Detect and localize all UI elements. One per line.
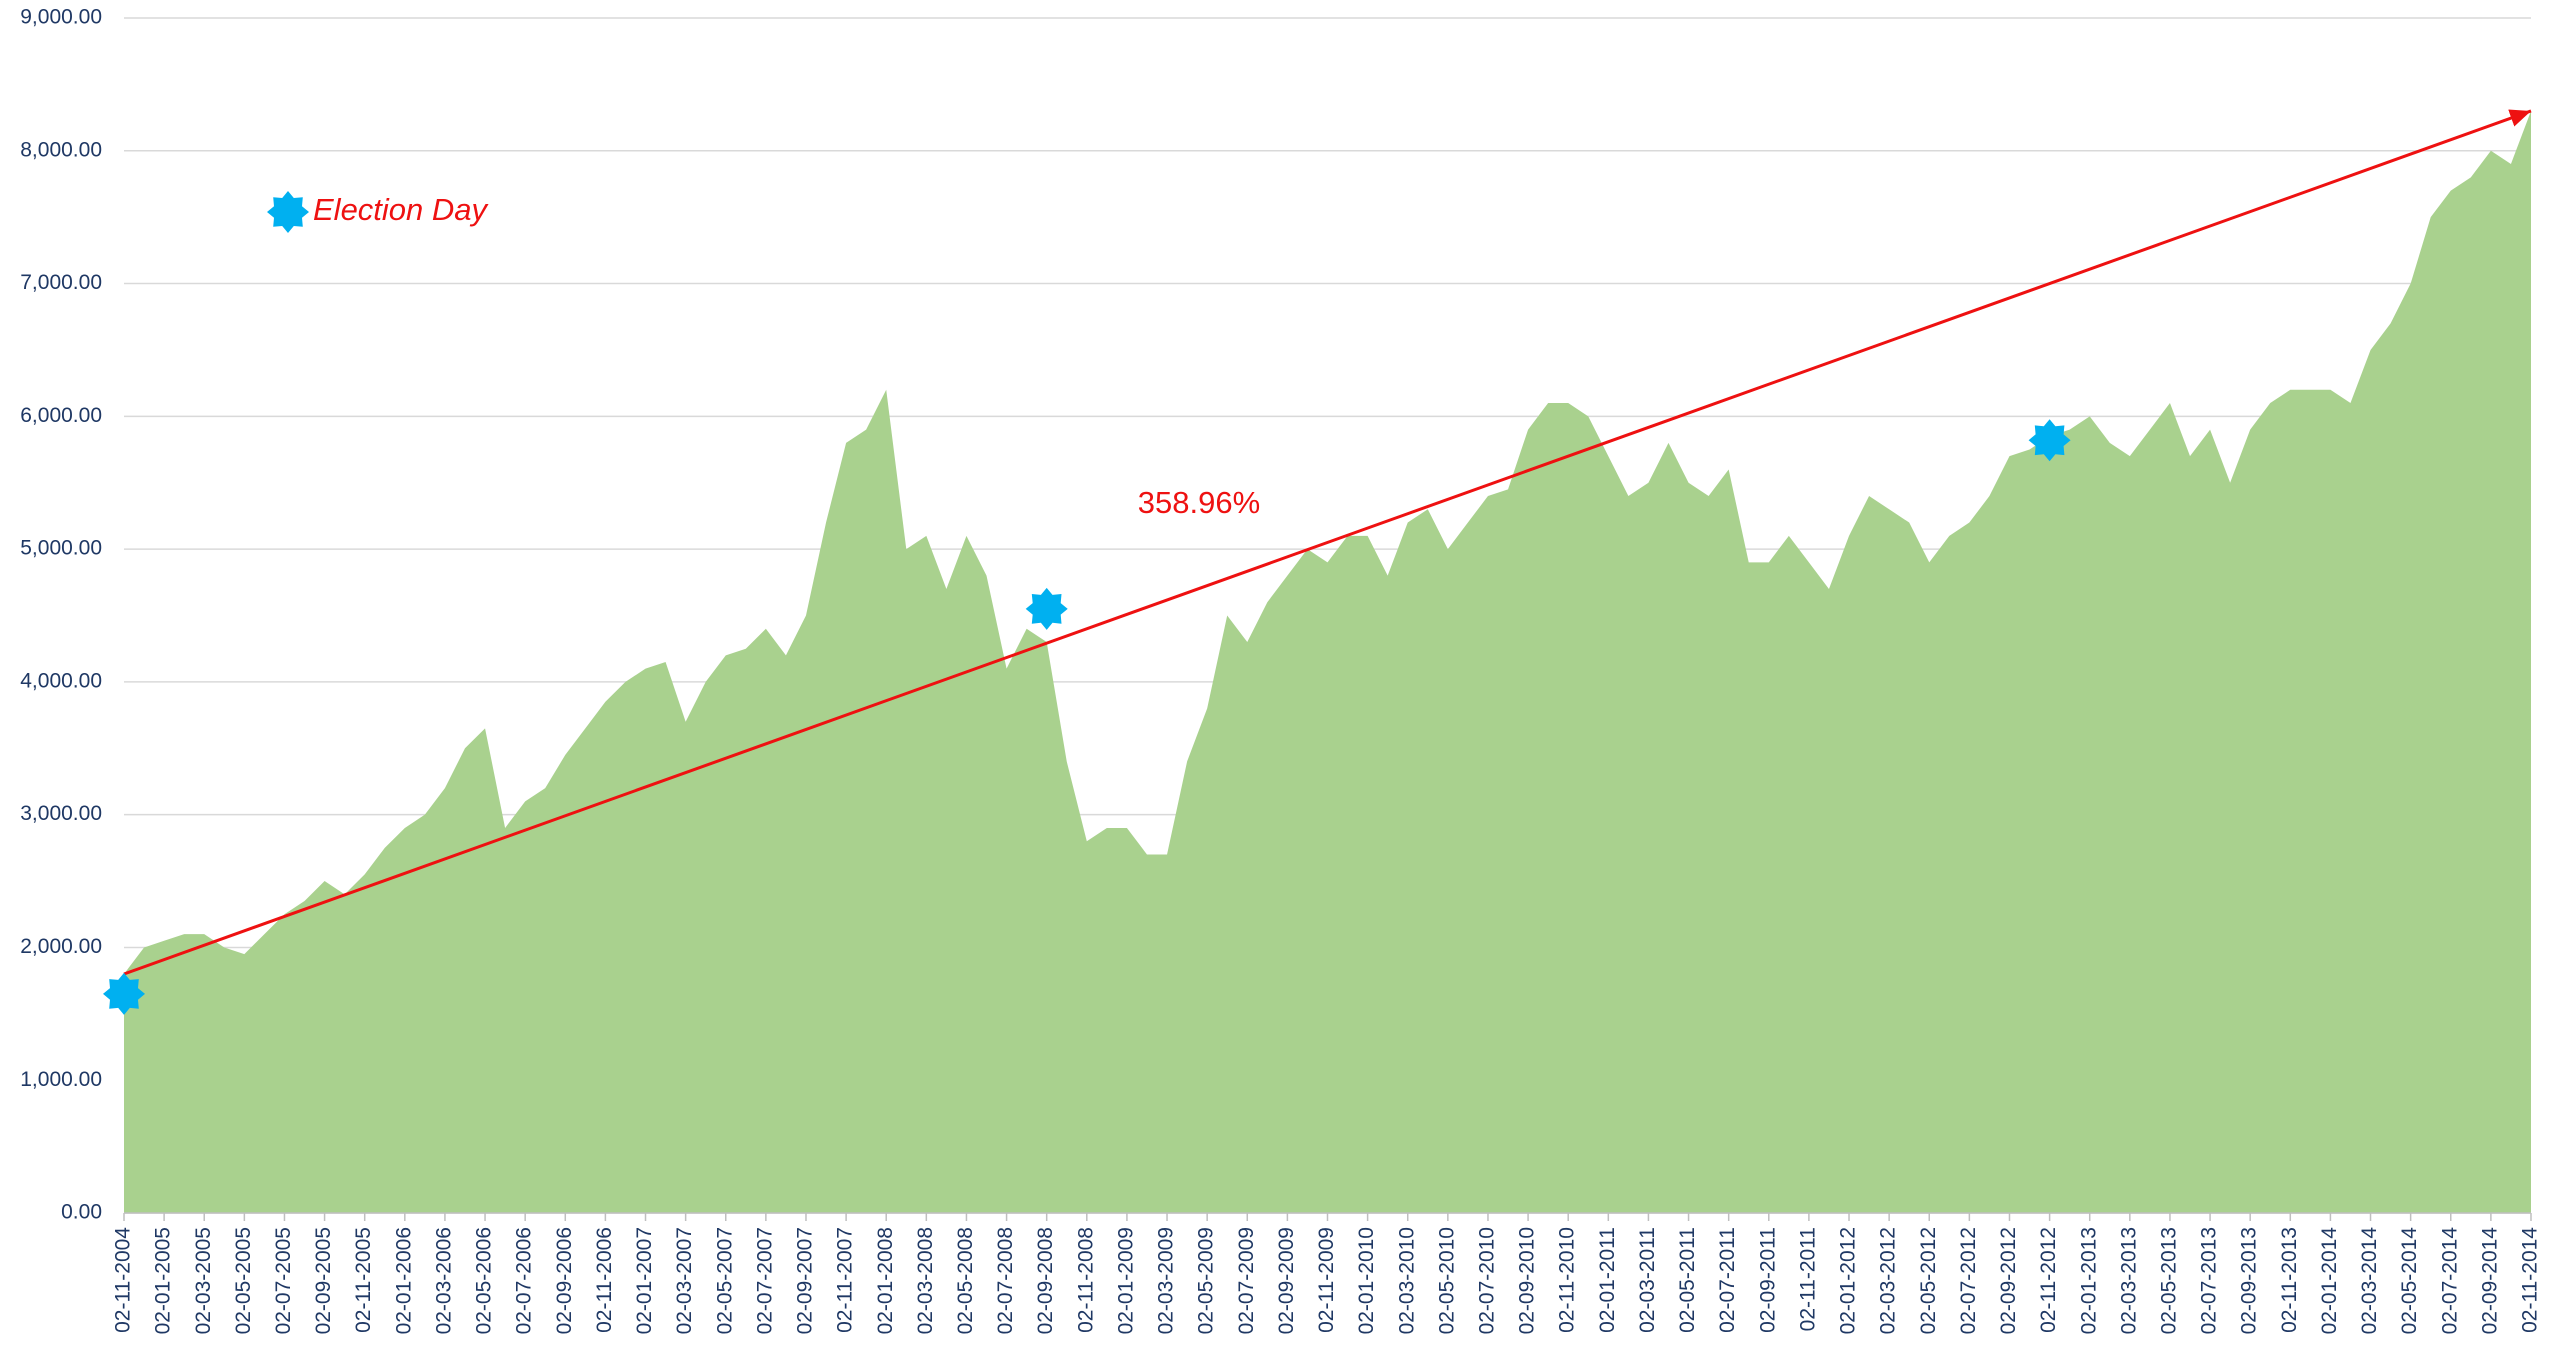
y-tick-label: 4,000.00 <box>20 669 102 692</box>
x-tick-label: 02-05-2005 <box>232 1227 255 1334</box>
x-tick-label: 02-11-2007 <box>834 1227 857 1333</box>
legend-marker <box>267 191 309 233</box>
x-tick-label: 02-03-2008 <box>914 1227 937 1334</box>
x-tick-label: 02-03-2009 <box>1155 1227 1178 1334</box>
trend-label: 358.96% <box>1138 485 1260 520</box>
x-tick-label: 02-07-2010 <box>1476 1227 1499 1334</box>
x-tick-label: 02-03-2012 <box>1877 1227 1900 1334</box>
x-tick-label: 02-05-2006 <box>473 1227 496 1334</box>
x-tick-label: 02-01-2007 <box>633 1227 656 1334</box>
y-tick-label: 7,000.00 <box>20 271 102 294</box>
x-tick-label: 02-07-2008 <box>994 1227 1017 1334</box>
x-tick-label: 02-09-2013 <box>2238 1227 2261 1334</box>
x-tick-label: 02-11-2012 <box>2037 1227 2060 1333</box>
x-tick-label: 02-03-2006 <box>432 1227 455 1334</box>
y-tick-label: 0.00 <box>61 1201 102 1224</box>
x-tick-label: 02-11-2013 <box>2278 1227 2301 1333</box>
x-tick-label: 02-01-2005 <box>152 1227 175 1334</box>
x-tick-label: 02-11-2011 <box>1796 1227 1819 1331</box>
election-marker <box>103 972 145 1015</box>
x-tick-label: 02-11-2014 <box>2519 1227 2542 1333</box>
x-tick-label: 02-07-2009 <box>1235 1227 1258 1334</box>
y-tick-label: 3,000.00 <box>20 802 102 825</box>
x-tick-label: 02-03-2005 <box>192 1227 215 1334</box>
x-tick-label: 02-09-2012 <box>1997 1227 2020 1334</box>
x-tick-label: 02-11-2009 <box>1315 1227 1338 1333</box>
x-tick-label: 02-07-2012 <box>1957 1227 1980 1334</box>
y-tick-label: 9,000.00 <box>20 6 102 29</box>
x-tick-label: 02-09-2007 <box>794 1227 817 1334</box>
x-tick-label: 02-03-2007 <box>673 1227 696 1334</box>
x-tick-label: 02-09-2009 <box>1275 1227 1298 1334</box>
x-tick-label: 02-01-2006 <box>392 1227 415 1334</box>
x-tick-label: 02-05-2013 <box>2157 1227 2180 1334</box>
x-tick-label: 02-09-2005 <box>312 1227 335 1334</box>
x-tick-label: 02-05-2008 <box>954 1227 977 1334</box>
x-tick-label: 02-07-2006 <box>513 1227 536 1334</box>
x-tick-label: 02-09-2008 <box>1034 1227 1057 1334</box>
x-tick-label: 02-09-2014 <box>2478 1227 2501 1335</box>
x-tick-label: 02-03-2013 <box>2117 1227 2140 1334</box>
x-tick-label: 02-09-2010 <box>1516 1227 1539 1334</box>
x-tick-label: 02-09-2006 <box>553 1227 576 1334</box>
x-tick-label: 02-11-2004 <box>112 1227 135 1333</box>
x-tick-label: 02-01-2009 <box>1114 1227 1137 1334</box>
x-tick-label: 02-05-2010 <box>1435 1227 1458 1334</box>
y-tick-label: 1,000.00 <box>20 1068 102 1091</box>
x-tick-label: 02-05-2012 <box>1917 1227 1940 1334</box>
x-tick-label: 02-05-2007 <box>713 1227 736 1334</box>
x-tick-label: 02-11-2005 <box>352 1227 375 1333</box>
y-tick-label: 2,000.00 <box>20 935 102 958</box>
x-tick-label: 02-07-2013 <box>2198 1227 2221 1334</box>
x-tick-label: 02-07-2011 <box>1716 1227 1739 1333</box>
x-tick-label: 02-11-2008 <box>1074 1227 1097 1333</box>
election-marker <box>1025 587 1068 630</box>
legend-label: Election Day <box>313 192 490 227</box>
x-tick-label: 02-03-2014 <box>2358 1227 2381 1335</box>
x-tick-label: 02-01-2010 <box>1355 1227 1378 1334</box>
x-tick-label: 02-01-2013 <box>2077 1227 2100 1334</box>
x-tick-label: 02-01-2011 <box>1596 1227 1619 1333</box>
x-tick-label: 02-03-2010 <box>1395 1227 1418 1334</box>
x-tick-label: 02-11-2010 <box>1556 1227 1579 1333</box>
y-tick-label: 6,000.00 <box>20 404 102 427</box>
x-tick-label: 02-05-2011 <box>1676 1227 1699 1333</box>
x-tick-label: 02-05-2014 <box>2398 1227 2421 1335</box>
x-tick-label: 02-05-2009 <box>1195 1227 1218 1334</box>
x-tick-label: 02-11-2006 <box>593 1227 616 1333</box>
election-marker <box>2028 419 2071 462</box>
area <box>124 110 2531 1213</box>
x-tick-label: 02-01-2012 <box>1837 1227 1860 1334</box>
x-tick-label: 02-07-2014 <box>2438 1227 2461 1335</box>
x-tick-label: 02-07-2005 <box>272 1227 295 1334</box>
trend-line <box>123 109 2532 976</box>
x-tick-label: 02-03-2011 <box>1636 1227 1659 1333</box>
y-tick-label: 8,000.00 <box>20 138 102 161</box>
x-tick-label: 02-07-2007 <box>753 1227 776 1334</box>
y-tick-label: 5,000.00 <box>20 537 102 560</box>
x-tick-label: 02-09-2011 <box>1756 1227 1779 1333</box>
x-tick-label: 02-01-2008 <box>874 1227 897 1334</box>
x-tick-label: 02-01-2014 <box>2318 1227 2341 1335</box>
